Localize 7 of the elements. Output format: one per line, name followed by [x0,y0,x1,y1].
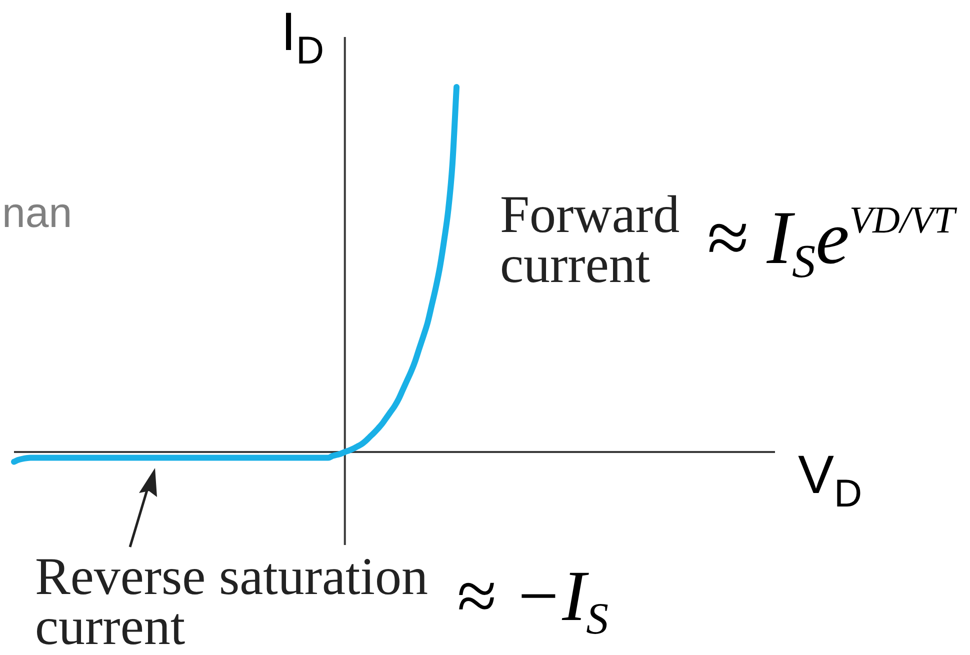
annotation: nan [2,189,72,236]
text: ≈ −I$_{S}$ [456,556,608,644]
annotation: Forward current [500,186,680,294]
y-axis-title: I$_{D}$ [281,2,324,73]
text: Reverse saturation current [35,548,429,655]
x-axis-title: V$_{D}$ [798,445,862,516]
annotation: ≈ I$_{S}$e$^{VD/VT}$ [706,196,955,288]
